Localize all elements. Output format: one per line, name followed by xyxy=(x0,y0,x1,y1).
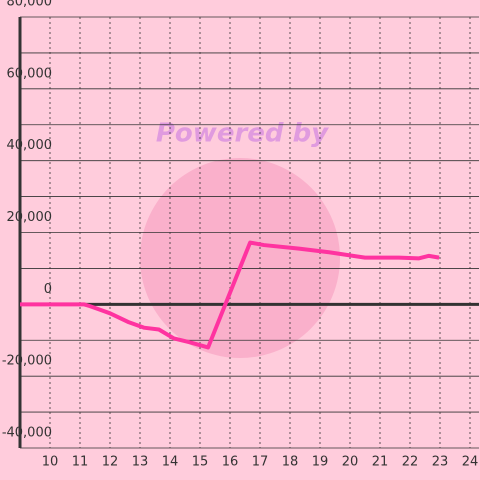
y-tick-label: 0 xyxy=(44,282,52,297)
x-tick-label: 12 xyxy=(102,455,119,470)
x-tick-label: 22 xyxy=(402,455,419,470)
y-tick-label: 20,000 xyxy=(7,210,53,225)
watermark-text: Powered by xyxy=(156,119,329,149)
y-tick-label: -20,000 xyxy=(2,354,52,369)
x-tick-label: 15 xyxy=(192,455,209,470)
x-tick-label: 23 xyxy=(432,455,449,470)
x-tick-label: 19 xyxy=(312,455,329,470)
y-tick-label: 60,000 xyxy=(7,66,53,81)
x-tick-label: 13 xyxy=(132,455,149,470)
x-tick-label: 20 xyxy=(342,455,359,470)
x-tick-label: 24 xyxy=(462,455,479,470)
x-tick-label: 14 xyxy=(162,455,179,470)
x-tick-label: 17 xyxy=(252,455,269,470)
x-tick-label: 10 xyxy=(42,455,59,470)
y-tick-label: 40,000 xyxy=(7,138,53,153)
x-tick-label: 16 xyxy=(222,455,239,470)
x-tick-label: 11 xyxy=(72,455,89,470)
x-tick-label: 21 xyxy=(372,455,389,470)
line xyxy=(20,240,440,350)
y-tick-label: -40,000 xyxy=(2,426,52,441)
y-tick-label: 80,000 xyxy=(7,0,53,10)
x-tick-label: 18 xyxy=(282,455,299,470)
